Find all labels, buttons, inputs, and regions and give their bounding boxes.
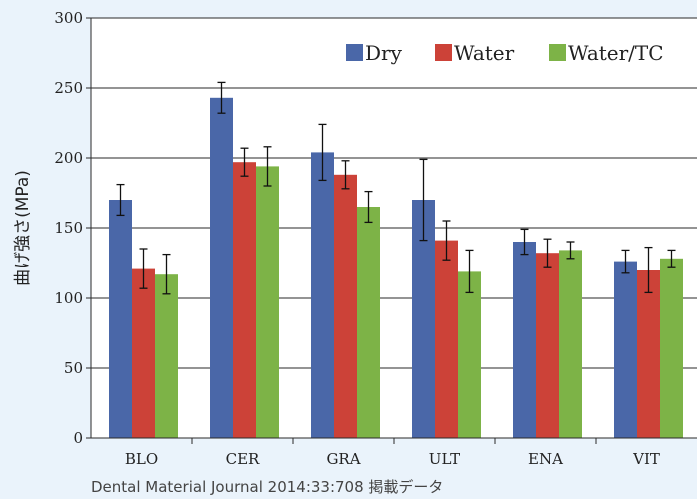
y-axis-label: 曲げ強さ(MPa) (13, 170, 33, 286)
x-tick-label: ENA (528, 450, 563, 468)
bars (109, 97, 683, 439)
bar (357, 207, 380, 438)
bar (311, 152, 334, 438)
bar (233, 162, 256, 438)
y-tick-label: 250 (54, 79, 83, 97)
source-note: Dental Material Journal 2014:33:708 掲載デー… (91, 478, 444, 496)
legend-label: Water/TC (568, 41, 664, 65)
legend-swatch (435, 44, 452, 61)
bar (132, 268, 155, 438)
bar (412, 200, 435, 438)
y-tick-labels: 0 50 100 150 200 250 300 (54, 9, 83, 447)
bar (614, 261, 637, 438)
bar (256, 166, 279, 438)
bar (155, 274, 178, 438)
axes (86, 17, 697, 444)
x-tick-label: BLO (125, 450, 158, 468)
legend-swatch (549, 44, 566, 61)
error-bars (116, 81, 676, 295)
bar (660, 258, 683, 438)
gridlines (91, 17, 697, 369)
y-tick-label: 100 (54, 289, 83, 307)
legend-swatch (346, 44, 363, 61)
bar (334, 174, 357, 439)
y-tick-label: 200 (54, 149, 83, 167)
x-tick-label: ULT (429, 450, 460, 468)
bar (109, 200, 132, 438)
y-tick-label: 150 (54, 219, 83, 237)
legend-label: Dry (365, 41, 403, 65)
y-tick-label: 300 (54, 9, 83, 27)
bar (559, 250, 582, 438)
bar (435, 240, 458, 438)
bar (513, 242, 536, 438)
y-tick-label: 50 (64, 359, 83, 377)
bar (536, 253, 559, 438)
bar (637, 270, 660, 438)
legend-label: Water (454, 41, 515, 65)
bar (210, 97, 233, 439)
x-tick-labels: BLO CER GRA ULT ENA VIT (125, 450, 660, 468)
bar (458, 271, 481, 438)
x-tick-label: VIT (632, 450, 660, 468)
x-tick-label: CER (226, 450, 260, 468)
x-tick-label: GRA (326, 450, 360, 468)
y-tick-label: 0 (73, 429, 83, 447)
legend: Dry Water Water/TC (346, 41, 664, 65)
